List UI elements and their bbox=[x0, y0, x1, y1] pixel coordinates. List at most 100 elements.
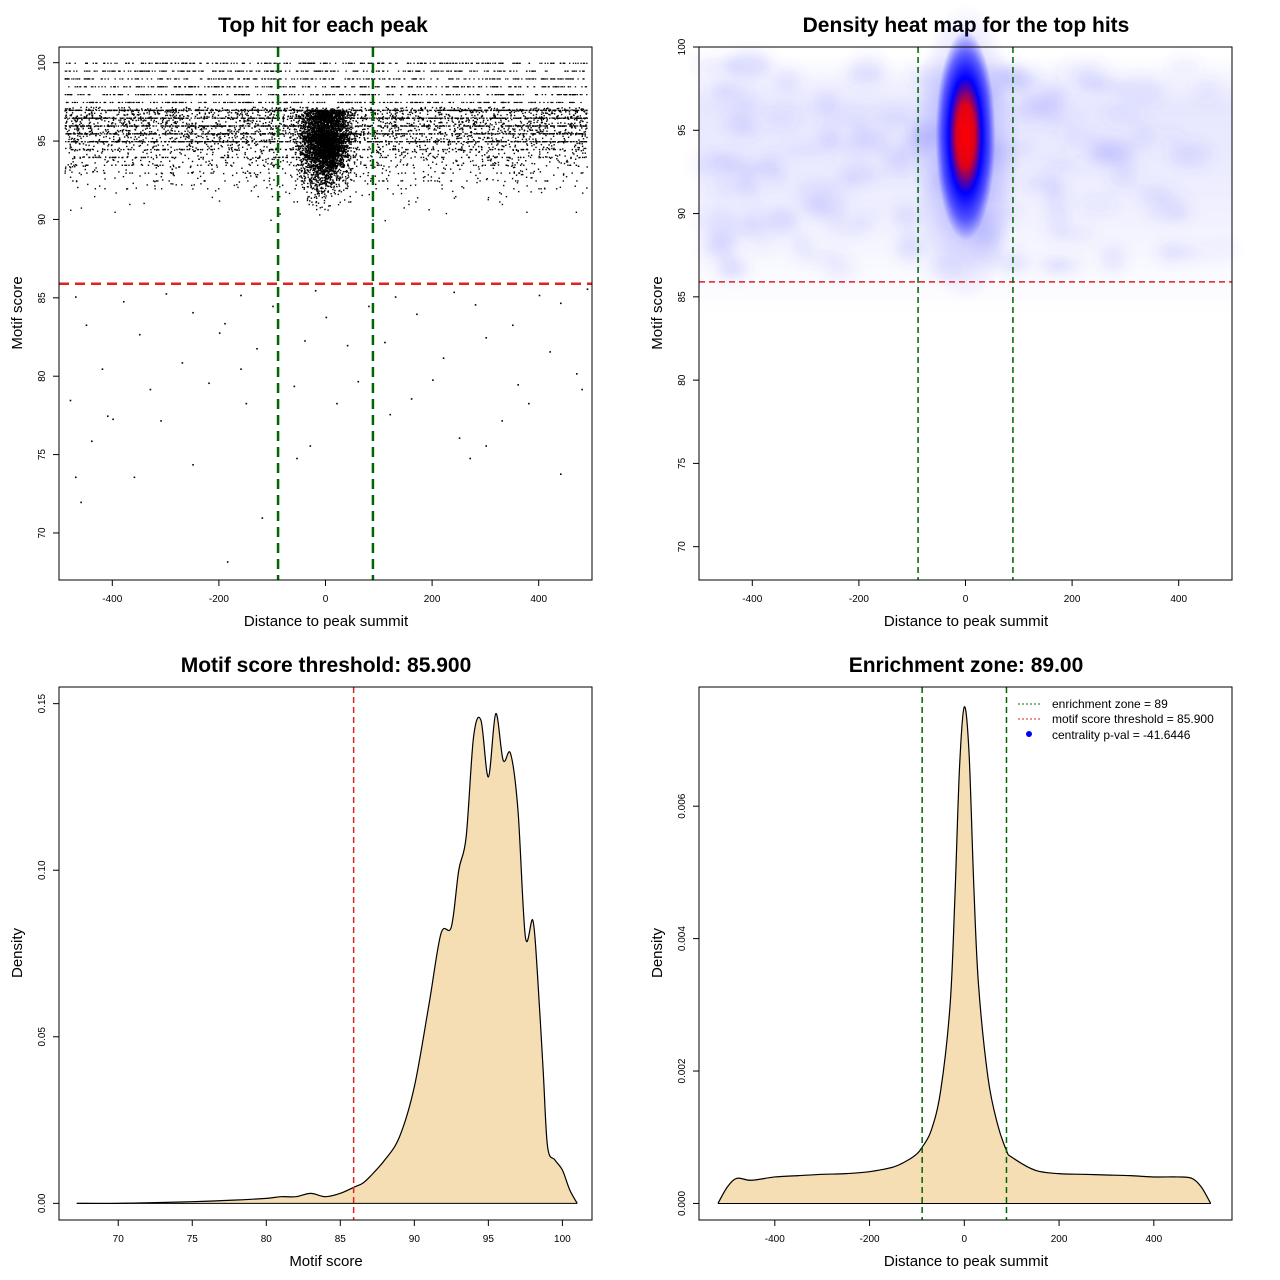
y-tick-label: 85 bbox=[677, 291, 688, 303]
x-tick-label: 80 bbox=[261, 1234, 273, 1245]
scatter-point bbox=[245, 402, 248, 405]
scatter-point bbox=[538, 294, 541, 297]
scatter-point bbox=[528, 402, 530, 405]
panel4-frame bbox=[698, 686, 1233, 1221]
y-tick-label: 100 bbox=[677, 38, 688, 55]
x-tick-label: 400 bbox=[530, 594, 547, 605]
scatter-point bbox=[240, 294, 242, 297]
scatter-point bbox=[293, 385, 296, 388]
panel2-axes: -400 -200 0 200 400 70 75 80 85 90 95 100 bbox=[677, 38, 1187, 605]
scatter-point bbox=[336, 402, 338, 405]
x-tick-label: 200 bbox=[1064, 594, 1081, 605]
scatter-point bbox=[149, 388, 152, 391]
scatter-point bbox=[160, 420, 162, 422]
scatter-density-points bbox=[64, 62, 588, 222]
y-tick-label: 80 bbox=[677, 374, 688, 386]
scatter-point bbox=[458, 437, 461, 439]
scatter-point bbox=[112, 418, 114, 421]
density-curve-line bbox=[717, 706, 1212, 1204]
legend-centrality-label: centrality p-val = -41.6446 bbox=[1052, 728, 1191, 742]
scatter-point bbox=[501, 420, 503, 422]
panel4-plot-area bbox=[717, 687, 1212, 1220]
panel1-ylabel: Motif score bbox=[9, 276, 26, 349]
x-tick-label: 85 bbox=[335, 1234, 347, 1245]
scatter-point bbox=[226, 561, 229, 563]
scatter-point bbox=[304, 340, 306, 342]
panel3-title: Motif score threshold: 85.900 bbox=[181, 654, 472, 677]
scatter-point bbox=[549, 351, 551, 353]
scatter-point bbox=[432, 379, 434, 381]
scatter-point bbox=[581, 388, 583, 391]
x-tick-label: -200 bbox=[860, 1234, 880, 1245]
x-tick-label: -400 bbox=[742, 594, 762, 605]
x-tick-label: 90 bbox=[409, 1234, 421, 1245]
scatter-point bbox=[122, 300, 125, 303]
panel2-ylabel: Motif score bbox=[649, 276, 666, 349]
x-tick-label: 400 bbox=[1145, 1234, 1162, 1245]
scatter-point bbox=[165, 293, 168, 295]
scatter-point bbox=[90, 440, 93, 443]
scatter-point bbox=[346, 344, 349, 347]
scatter-point bbox=[85, 324, 88, 327]
x-tick-label: 200 bbox=[1051, 1234, 1068, 1245]
scatter-point bbox=[240, 368, 242, 370]
x-tick-label: 0 bbox=[962, 1234, 968, 1245]
scatter-point bbox=[560, 473, 562, 475]
panel2-plot-area bbox=[690, 3, 1237, 580]
scatter-point bbox=[469, 457, 472, 460]
y-tick-label: 100 bbox=[37, 54, 48, 71]
scatter-point bbox=[74, 296, 77, 298]
scatter-point bbox=[272, 305, 274, 308]
scatter-point bbox=[208, 382, 210, 385]
scatter-point bbox=[69, 399, 72, 402]
panel3-plot-area bbox=[76, 687, 578, 1220]
x-tick-label: 100 bbox=[554, 1234, 571, 1245]
scatter-point bbox=[394, 296, 397, 298]
scatter-point bbox=[410, 398, 413, 400]
scatter-point bbox=[485, 337, 487, 339]
scatter-point bbox=[256, 347, 258, 350]
panel1-axes: -400 -200 0 200 400 70 75 80 85 90 95 100 bbox=[37, 54, 547, 605]
x-tick-label: 200 bbox=[424, 594, 441, 605]
x-tick-label: -200 bbox=[849, 594, 869, 605]
panel-density-heatmap: Density heat map for the top hits -400-2… bbox=[649, 3, 1237, 630]
y-tick-label: 95 bbox=[677, 124, 688, 136]
scatter-point bbox=[74, 476, 77, 479]
scatter-point bbox=[442, 357, 445, 359]
panel3-frame bbox=[58, 686, 593, 1221]
y-tick-label: 95 bbox=[37, 135, 48, 147]
scatter-point bbox=[368, 305, 370, 308]
density-curve-line bbox=[76, 713, 578, 1205]
panel4-ylabel: Density bbox=[649, 927, 666, 978]
scatter-point bbox=[416, 313, 418, 316]
scatter-point bbox=[517, 384, 519, 386]
scatter-point bbox=[80, 501, 82, 504]
scatter-point bbox=[261, 517, 264, 519]
x-tick-label: 0 bbox=[963, 594, 969, 605]
scatter-point bbox=[133, 476, 136, 479]
scatter-point bbox=[586, 288, 589, 291]
panel2-xlabel: Distance to peak summit bbox=[884, 613, 1049, 630]
y-tick-label: 80 bbox=[37, 370, 48, 382]
y-tick-label: 75 bbox=[37, 449, 48, 461]
scatter-point bbox=[389, 413, 392, 416]
density-area-fill bbox=[717, 706, 1211, 1204]
scatter-point bbox=[106, 415, 109, 417]
scatter-point bbox=[314, 289, 317, 292]
panel-motif-score-density: Motif score threshold: 85.900 70 75 80 85 90… bbox=[9, 654, 593, 1270]
legend-threshold-label: motif score threshold = 85.900 bbox=[1052, 712, 1214, 726]
x-tick-label: 400 bbox=[1170, 594, 1187, 605]
x-tick-label: 0 bbox=[323, 594, 329, 605]
heatmap-hotspot bbox=[935, 30, 996, 241]
panel4-axes: -400 -200 0 200 400 0.000 0.002 0.004 0.006 bbox=[677, 793, 1163, 1245]
panel3-axes: 70 75 80 85 90 95 100 0.00 0.05 0.10 0.15 bbox=[37, 693, 571, 1245]
scatter-point bbox=[224, 322, 226, 325]
y-tick-label: 90 bbox=[677, 208, 688, 220]
panel1-plot-area bbox=[59, 47, 592, 580]
panel4-legend: enrichment zone = 89 motif score thresho… bbox=[1018, 697, 1214, 742]
scatter-point bbox=[474, 304, 477, 306]
scatter-point bbox=[453, 291, 456, 294]
y-tick-label: 0.10 bbox=[37, 860, 48, 880]
y-tick-label: 70 bbox=[677, 541, 688, 553]
scatter-point bbox=[576, 373, 578, 375]
